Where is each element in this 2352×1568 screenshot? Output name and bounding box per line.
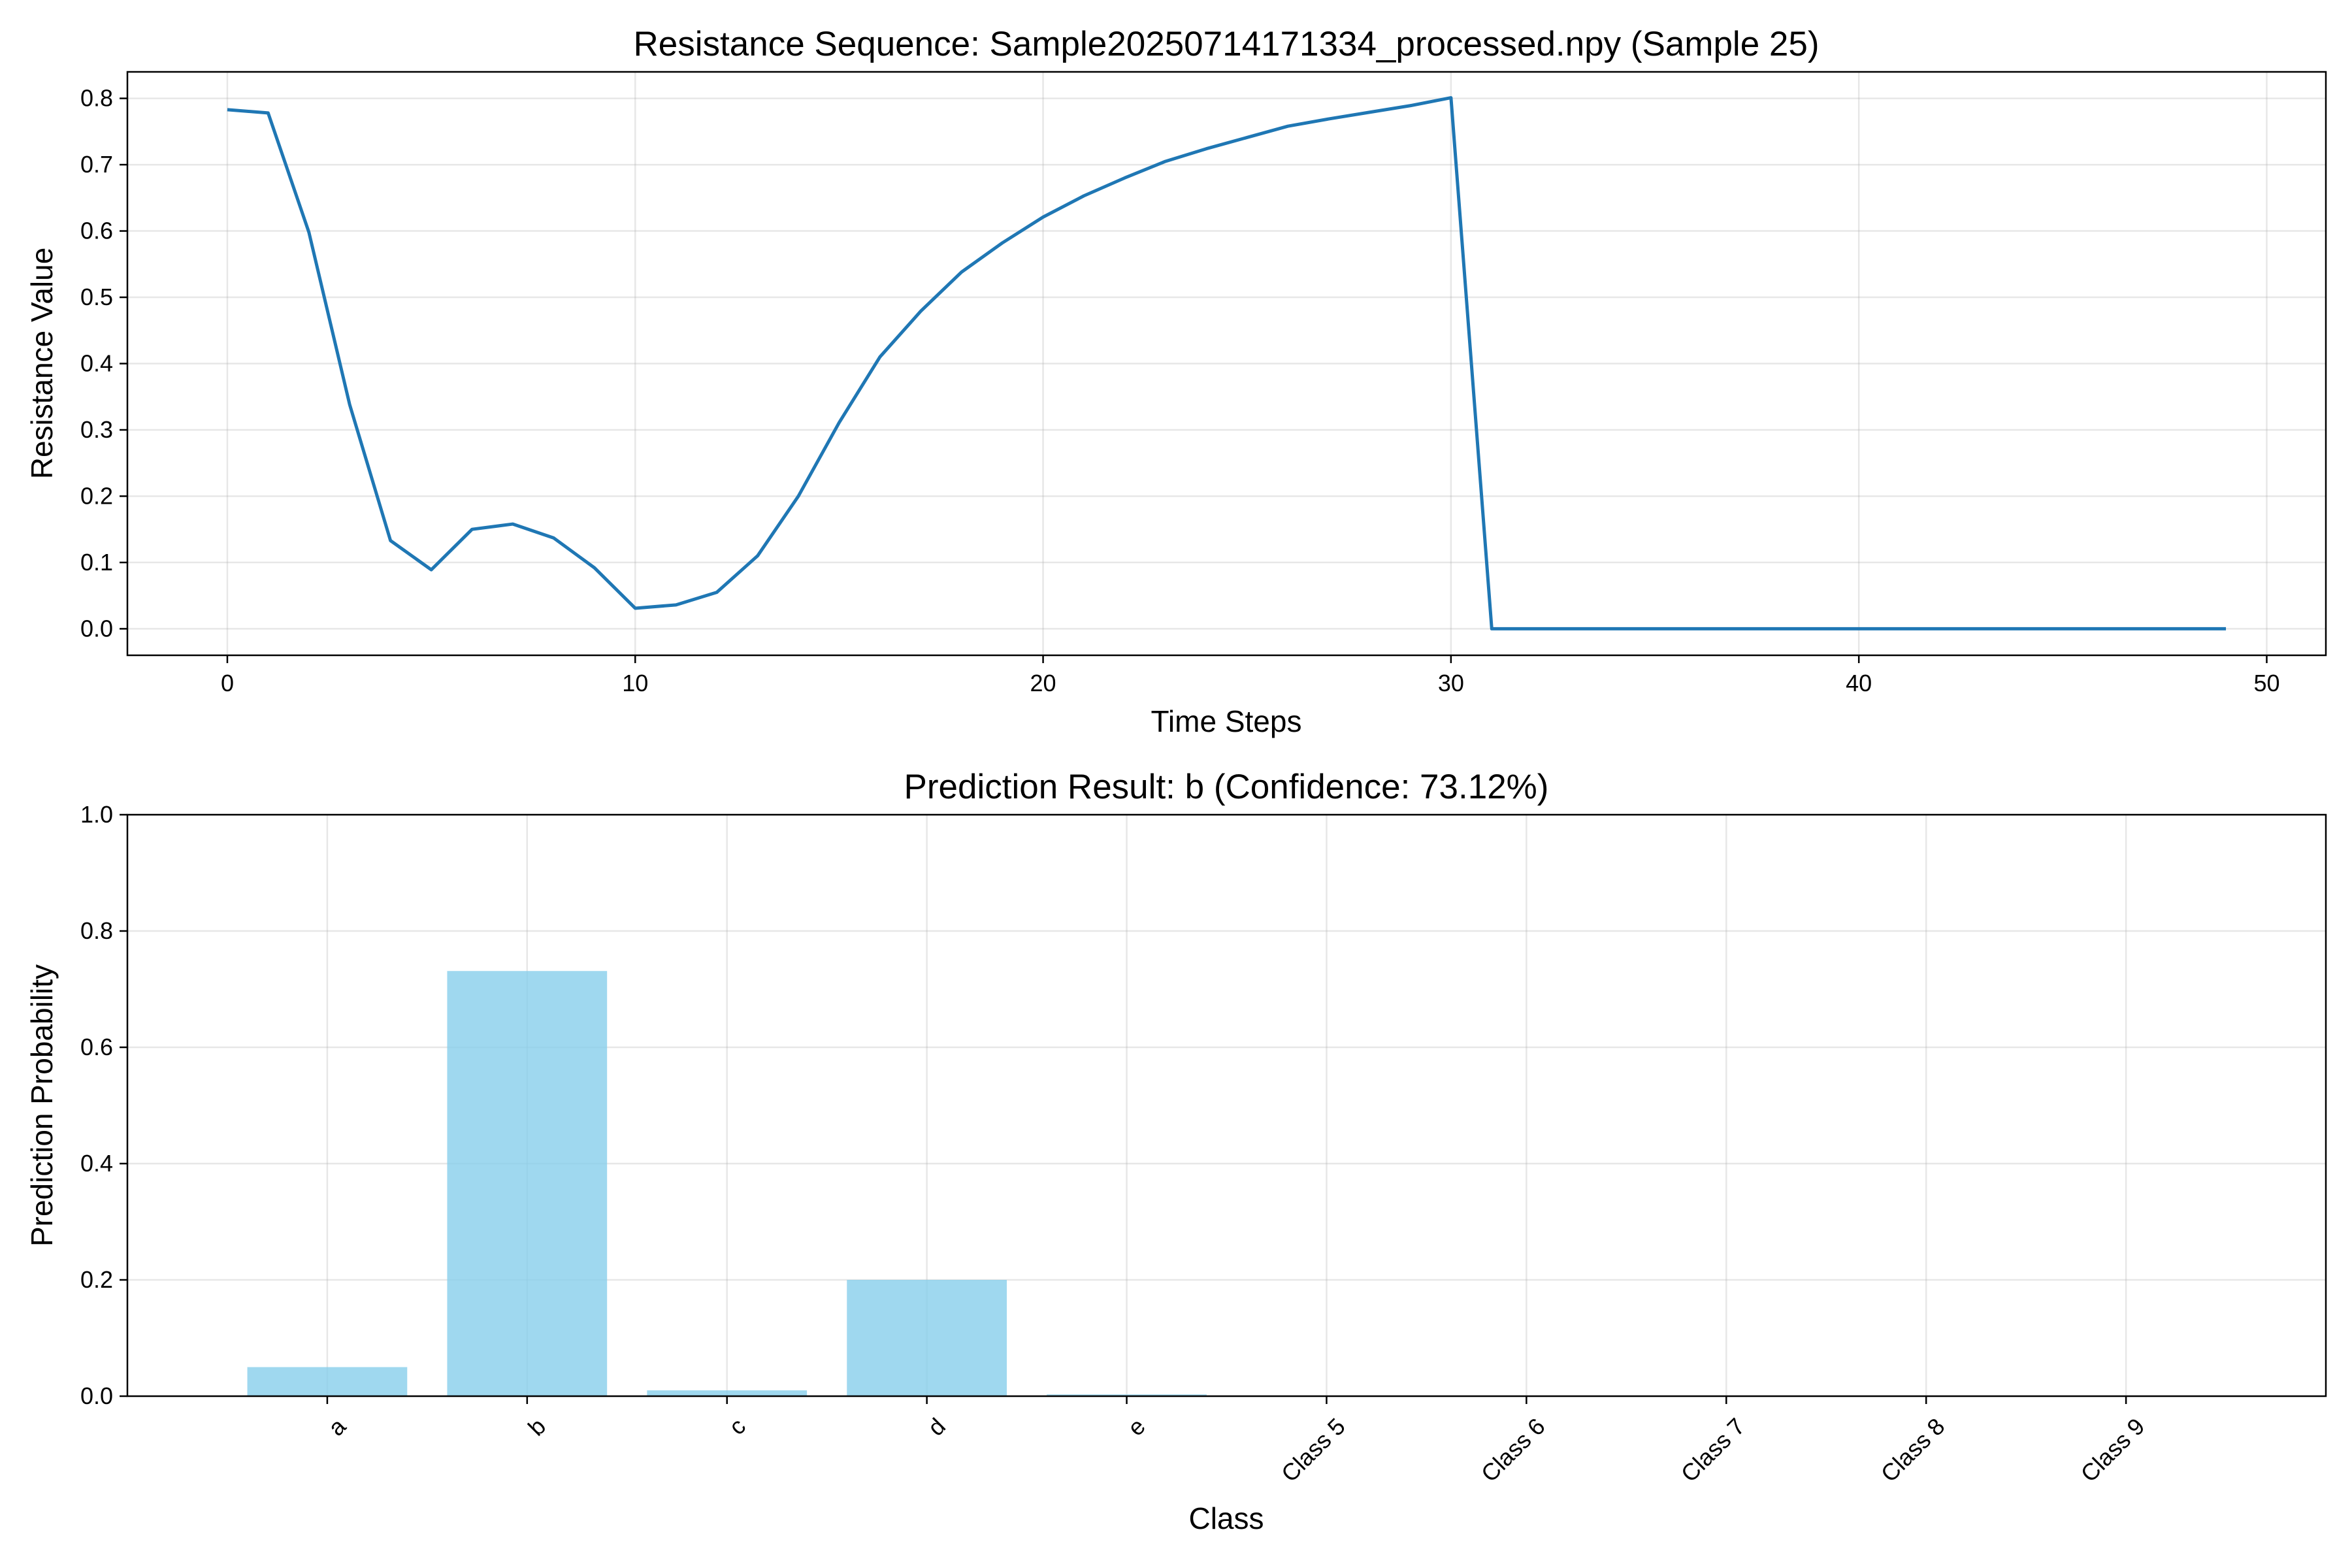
line-chart-y-tick-label: 0.6 [80, 218, 113, 244]
probability-bar [447, 971, 608, 1396]
bar-chart-x-axis-label: Class [1188, 1501, 1264, 1535]
line-chart-y-tick-label: 0.1 [80, 549, 113, 576]
bar-chart-title: Prediction Result: b (Confidence: 73.12%… [904, 768, 1549, 806]
bar-chart-y-ticks: 0.0 0.2 0.4 0.6 0.8 1.0 [80, 801, 127, 1409]
line-chart-x-tick-label: 40 [1846, 670, 1872, 696]
probability-bar [647, 1390, 808, 1396]
line-chart-x-tick-label: 30 [1438, 670, 1464, 696]
line-chart-y-tick-label: 0.8 [80, 85, 113, 112]
resistance-line-chart: 0 10 20 30 40 50 0.00.10.20.30.40.50.60.70.8 … [25, 25, 2327, 738]
line-chart-y-axis-label: Resistance Value [25, 248, 59, 480]
bar-chart-y-axis-label: Prediction Probability [25, 964, 59, 1247]
bar-chart-y-tick-label: 1.0 [80, 801, 113, 828]
bar-chart-y-tick-label: 0.6 [80, 1034, 113, 1060]
line-chart-y-tick-label: 0.2 [80, 482, 113, 509]
bar-chart-y-tick-label: 0.0 [80, 1382, 113, 1409]
bar-chart-y-tick-label: 0.8 [80, 917, 113, 944]
line-chart-y-tick-label: 0.4 [80, 350, 113, 377]
probability-bar [1047, 1394, 1207, 1396]
line-chart-title: Resistance Sequence: Sample2025071417133… [633, 25, 1819, 63]
line-chart-x-ticks: 0 10 20 30 40 50 [221, 655, 2279, 696]
bar-chart-y-tick-label: 0.2 [80, 1266, 113, 1293]
probability-bar [847, 1280, 1007, 1396]
line-chart-x-tick-label: 50 [2253, 670, 2279, 696]
line-chart-grid [127, 72, 2326, 655]
line-chart-x-tick-label: 20 [1030, 670, 1056, 696]
line-chart-y-tick-label: 0.0 [80, 615, 113, 642]
line-chart-x-tick-label: 0 [221, 670, 234, 696]
bar-chart-bars [247, 971, 1207, 1396]
resistance-series-line [227, 96, 2227, 630]
line-chart-y-tick-label: 0.5 [80, 284, 113, 310]
probability-bar [247, 1367, 408, 1396]
line-chart-x-axis-label: Time Steps [1151, 704, 1302, 738]
line-chart-x-tick-label: 10 [622, 670, 648, 696]
bar-chart-plot-frame [126, 813, 2327, 1397]
line-chart-y-tick-label: 0.3 [80, 416, 113, 443]
line-chart-y-ticks: 0.0 0.1 0.2 0.3 0.4 0.5 0.6 0.7 0.8 [80, 85, 127, 642]
bar-chart-y-tick-label: 0.4 [80, 1150, 113, 1177]
line-chart-y-tick-label: 0.7 [80, 151, 113, 178]
